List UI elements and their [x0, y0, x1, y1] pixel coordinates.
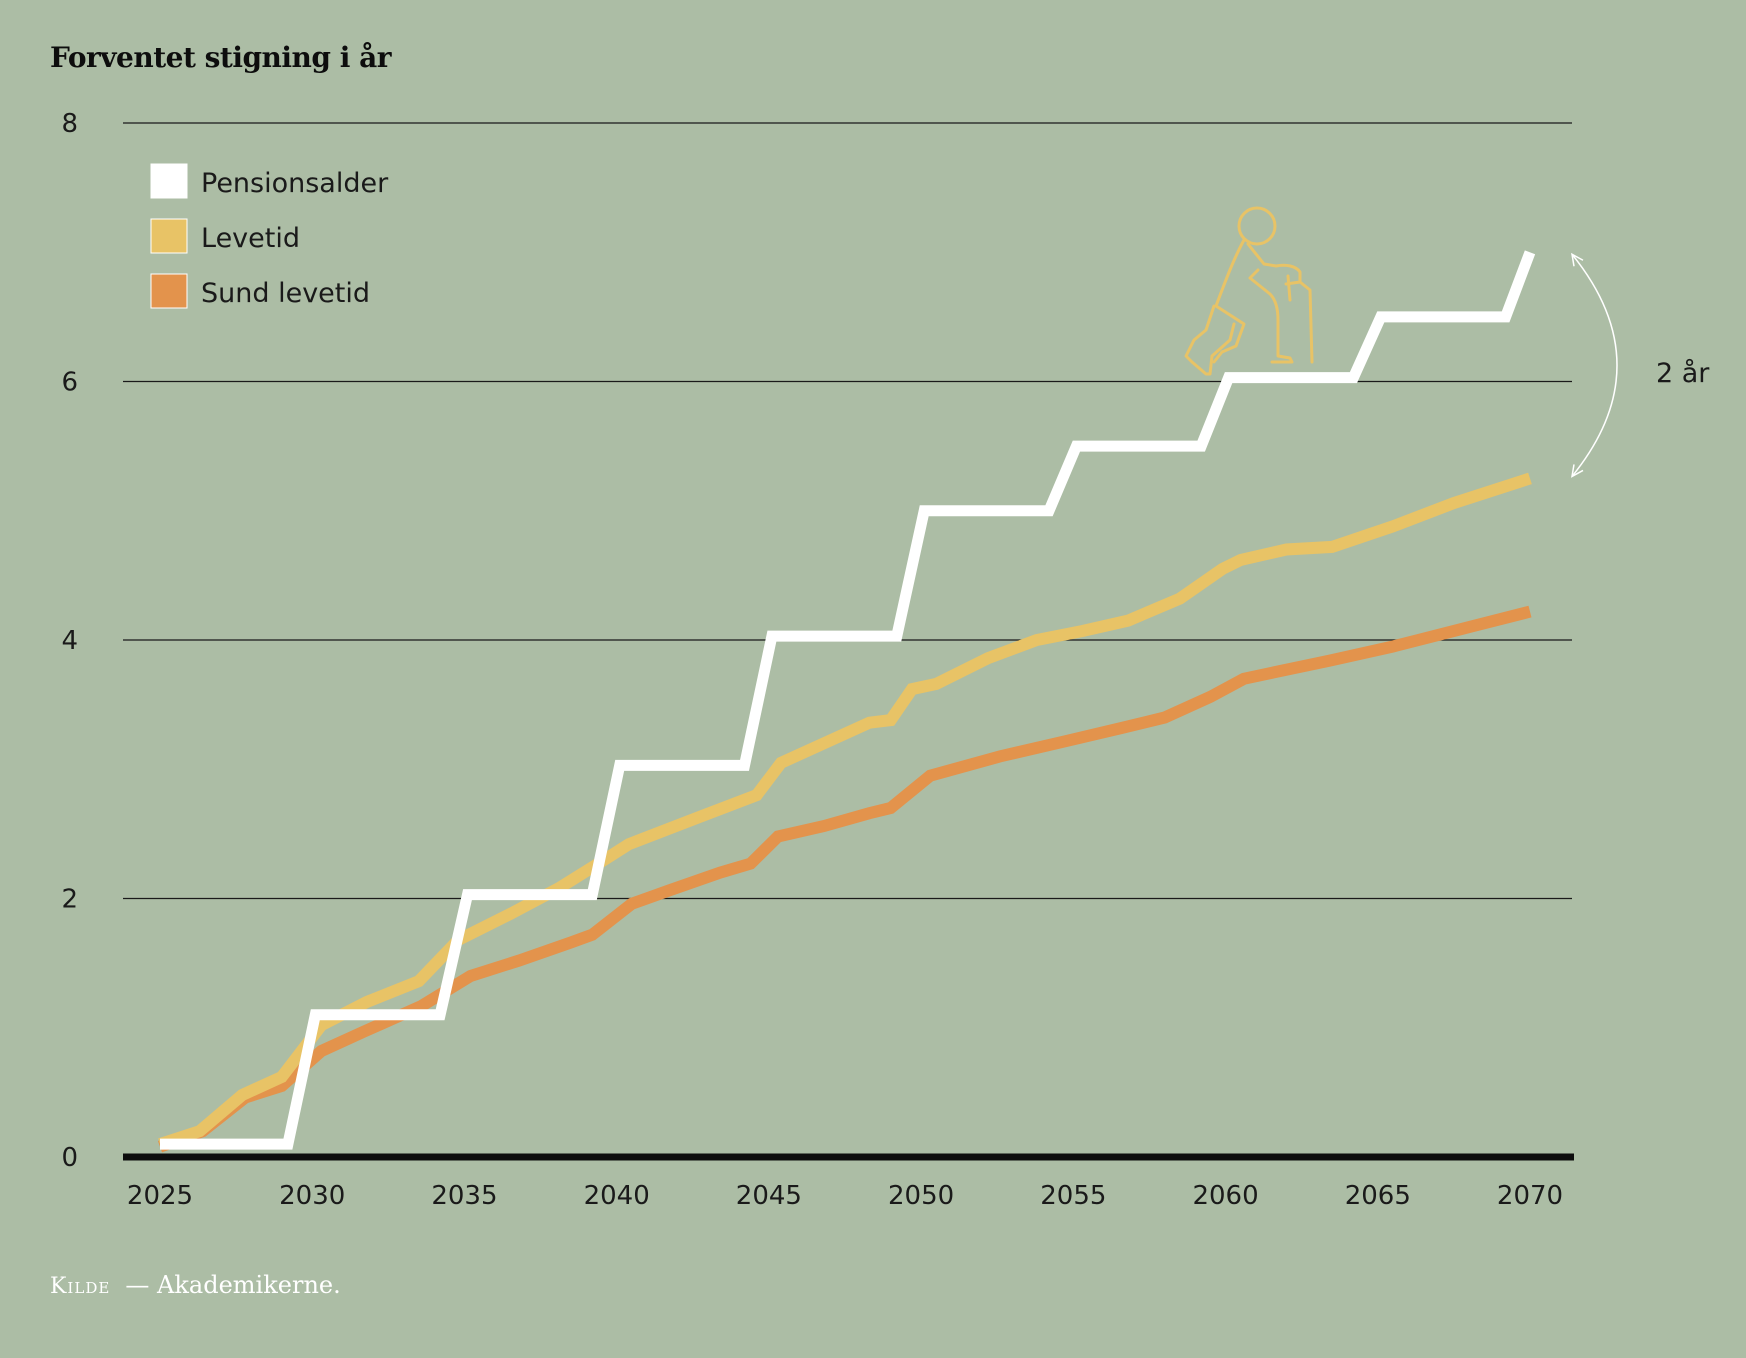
legend-swatch-levetid [150, 218, 188, 254]
x-tick-label-2065: 2065 [1345, 1181, 1411, 1211]
chart-title: Forventet stigning i år [50, 41, 393, 74]
legend-label-levetid: Levetid [201, 223, 300, 254]
difference-arrow [1571, 253, 1618, 477]
y-tick-label-6: 6 [61, 368, 78, 398]
source-label: Kilde [50, 1274, 110, 1299]
series-line-levetid [158, 472, 1532, 1150]
x-tick-label-2070: 2070 [1497, 1181, 1563, 1211]
legend-label-sund-levetid: Sund levetid [201, 278, 370, 309]
x-axis-ticks: 2025 2030 2035 2040 2045 2050 2055 2060 2065 2070 [127, 1181, 1563, 1211]
legend-swatch-sund-levetid [150, 273, 188, 309]
legend-swatch-pensionsalder [150, 163, 188, 199]
x-tick-label-2055: 2055 [1040, 1181, 1106, 1211]
elderly-person-with-cane-icon [1184, 206, 1314, 376]
y-tick-label-4: 4 [61, 626, 78, 656]
source-text: — Akademikerne. [125, 1271, 340, 1299]
x-tick-label-2025: 2025 [127, 1181, 193, 1211]
series-line-pensionsalder [160, 250, 1536, 1150]
y-tick-label-2: 2 [61, 885, 78, 915]
series-line-sund-levetid [157, 605, 1532, 1153]
difference-label: 2 år [1656, 358, 1710, 389]
legend: Pensionsalder Levetid Sund levetid [150, 163, 389, 309]
y-tick-label-0: 0 [61, 1143, 78, 1173]
legend-label-pensionsalder: Pensionsalder [201, 168, 389, 199]
grid-lines [123, 122, 1572, 900]
x-tick-label-2035: 2035 [431, 1181, 497, 1211]
y-tick-label-8: 8 [61, 109, 78, 139]
series-lines [157, 250, 1536, 1153]
x-tick-label-2050: 2050 [888, 1181, 954, 1211]
x-tick-label-2045: 2045 [736, 1181, 802, 1211]
arrowhead-top [1571, 252, 1584, 267]
x-tick-label-2040: 2040 [584, 1181, 650, 1211]
x-tick-label-2060: 2060 [1192, 1181, 1258, 1211]
x-tick-label-2030: 2030 [279, 1181, 345, 1211]
y-axis-ticks: 0 2 4 6 8 [61, 109, 78, 1173]
difference-annotation: 2 år [1571, 252, 1710, 478]
source-line: Kilde — Akademikerne. [50, 1271, 341, 1299]
arrowhead-bottom [1571, 464, 1584, 478]
